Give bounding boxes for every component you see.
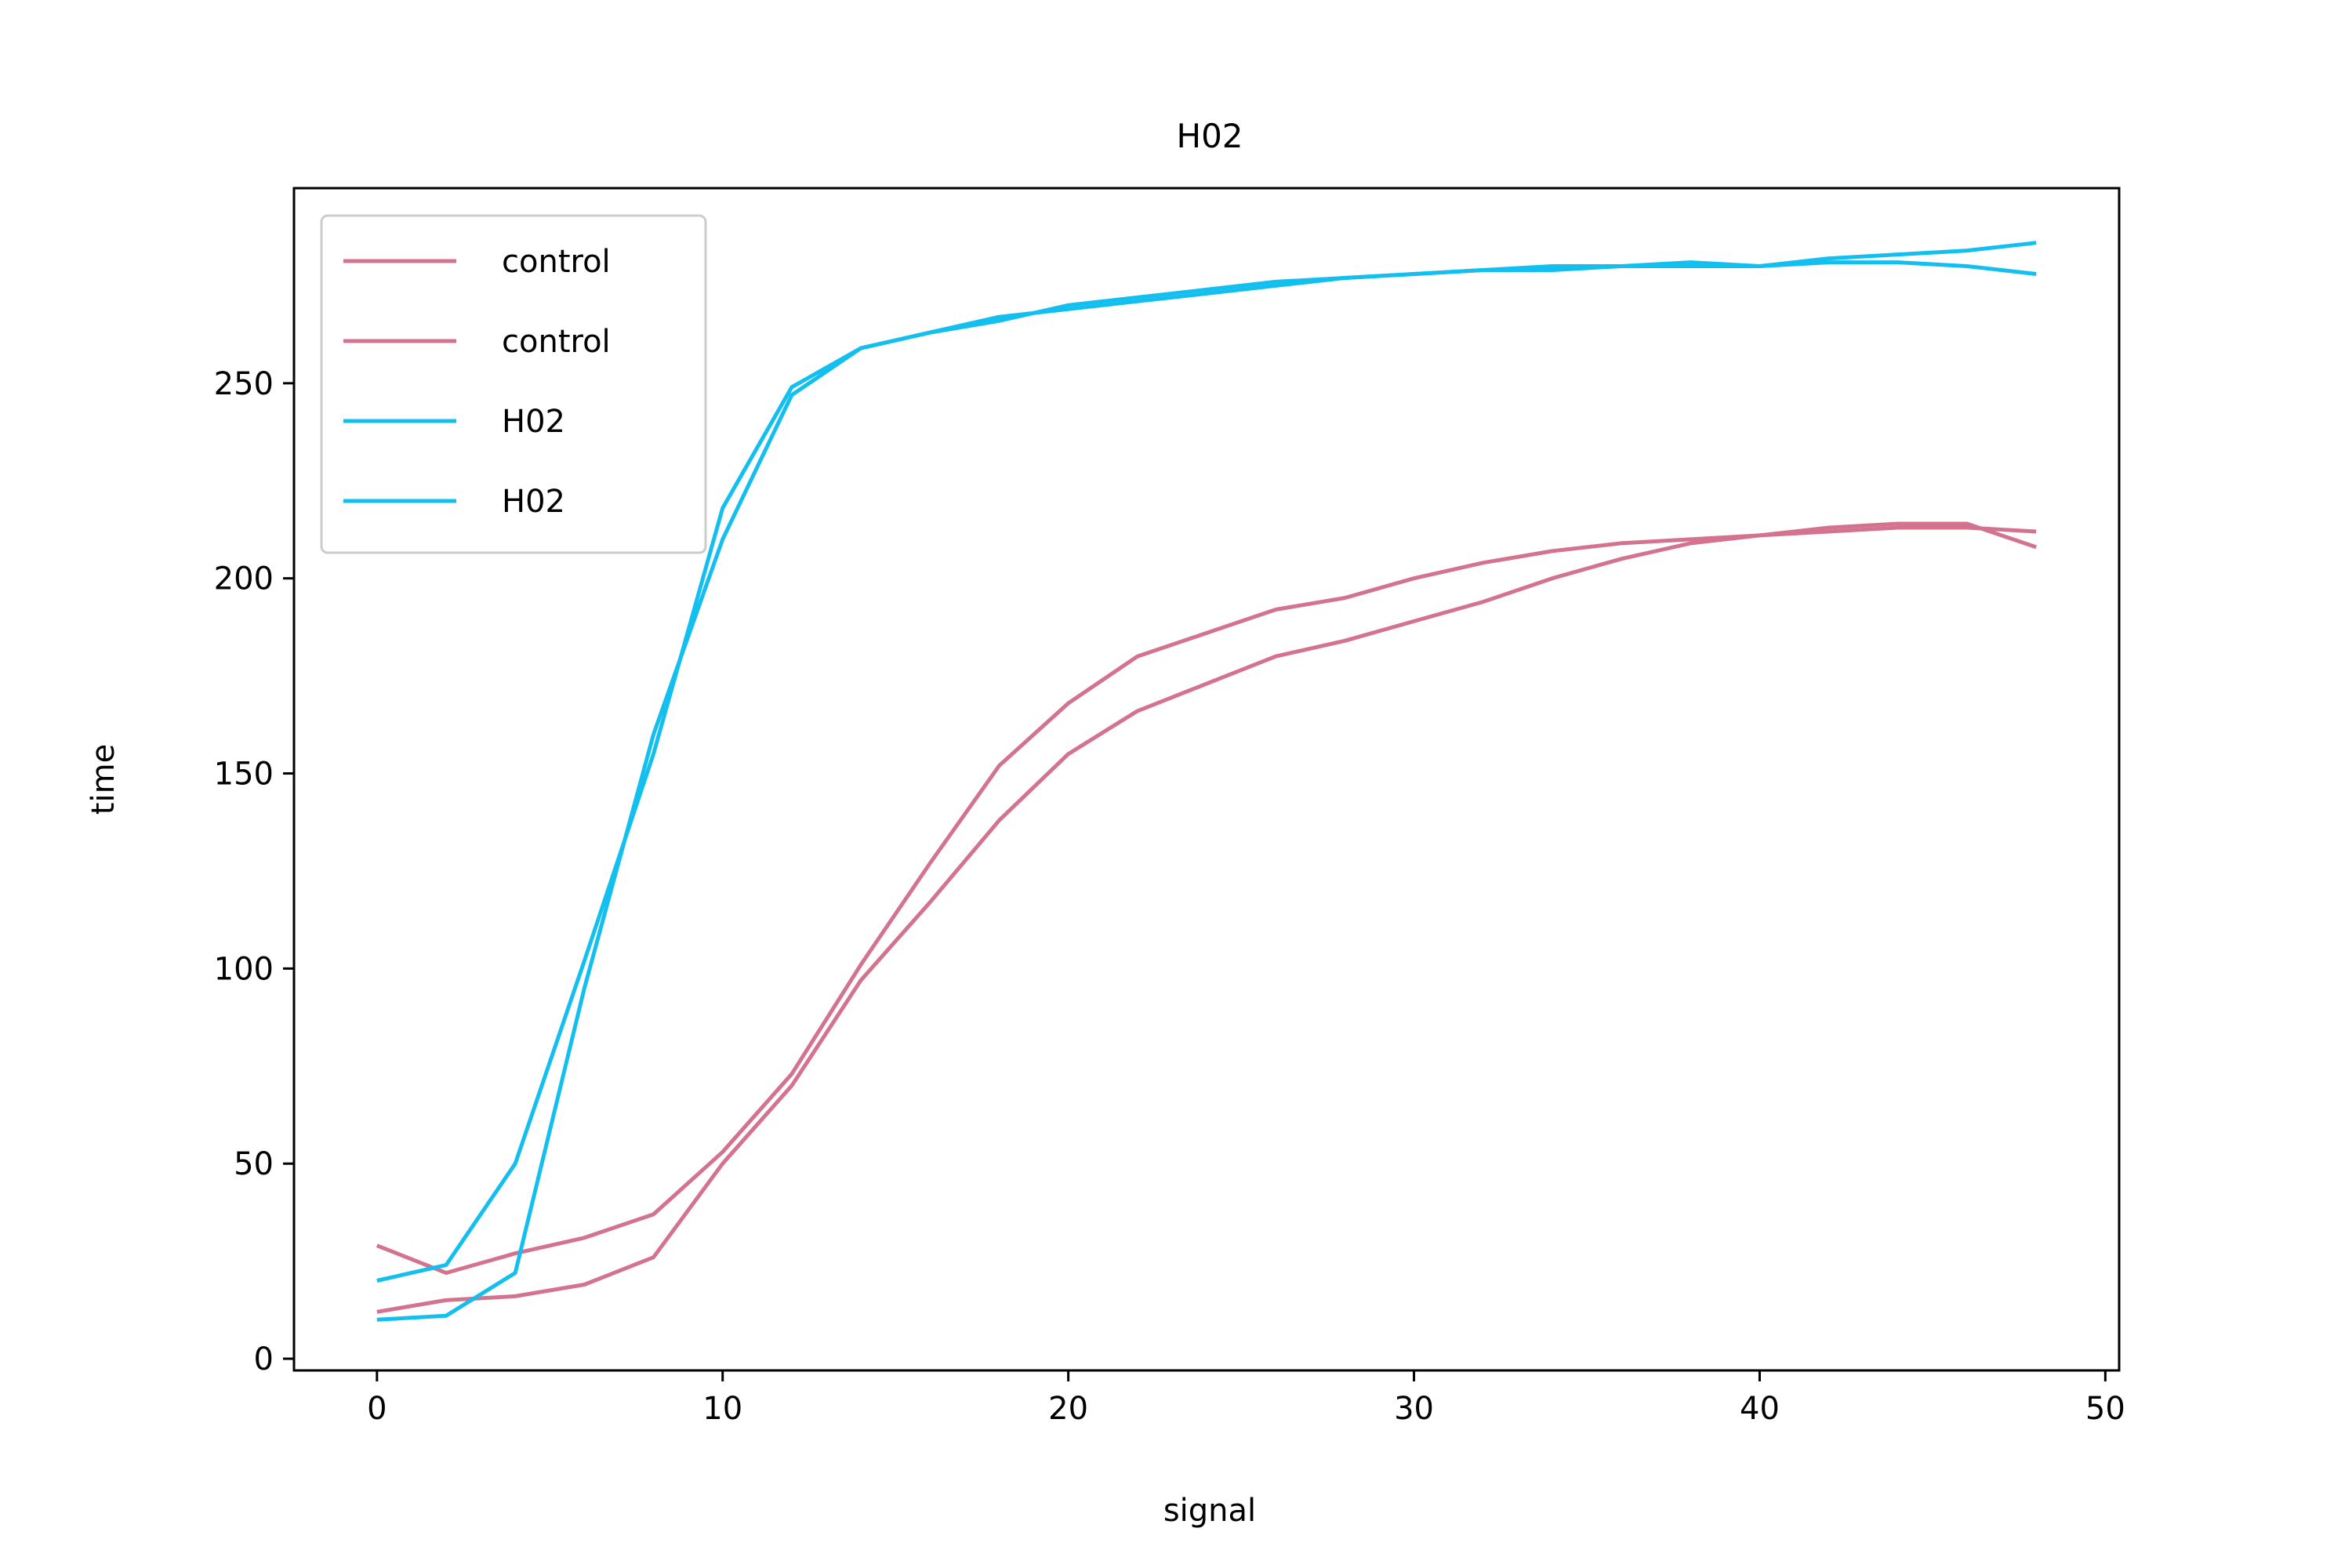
y-tick-label: 100: [214, 951, 274, 987]
series-line-control-2: [376, 521, 2038, 1314]
x-tick-label: 50: [2085, 1391, 2125, 1427]
x-tick-label: 20: [1048, 1391, 1088, 1427]
legend: control control H02 H02: [320, 214, 707, 554]
series-line-h02-4: [376, 260, 2037, 1322]
y-tick-label: 250: [214, 366, 274, 402]
y-tick-label: 200: [214, 561, 274, 597]
x-tick-label: 0: [367, 1391, 387, 1427]
y-axis: 0 50 100 150 200 250: [214, 366, 294, 1377]
plot-frame: [292, 187, 2121, 1372]
x-axis-label: signal: [1163, 1493, 1256, 1529]
x-axis: 0 10 20 30 40 50: [367, 1370, 2125, 1427]
chart-title: H02: [1176, 117, 1243, 155]
legend-label: H02: [502, 484, 565, 520]
series-layer: [376, 241, 2038, 1322]
y-tick-label: 150: [214, 757, 274, 793]
legend-label: control: [502, 324, 611, 360]
x-tick-label: 10: [702, 1391, 742, 1427]
y-tick-label: 0: [254, 1341, 274, 1377]
x-tick-label: 30: [1394, 1391, 1434, 1427]
legend-label: control: [502, 244, 611, 280]
y-tick-label: 50: [234, 1146, 274, 1182]
x-tick-label: 40: [1740, 1391, 1780, 1427]
y-axis-label: time: [85, 744, 122, 815]
legend-label: H02: [502, 404, 565, 440]
legend-frame: [320, 214, 707, 554]
